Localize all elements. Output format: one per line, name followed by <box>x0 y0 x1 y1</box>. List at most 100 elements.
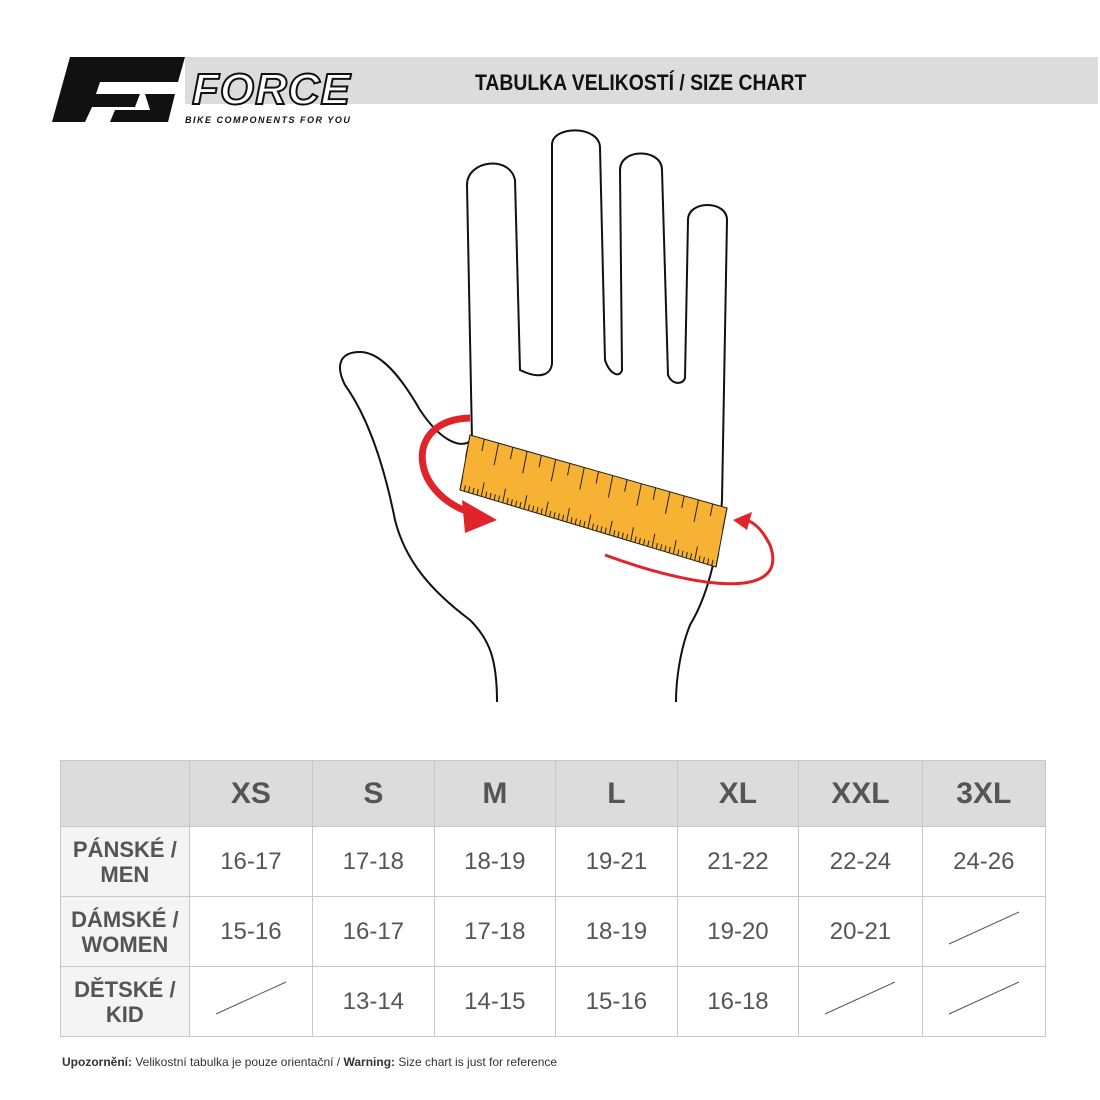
tape-tick <box>698 555 701 562</box>
size-value: 18-19 <box>555 896 678 967</box>
slash-mark <box>215 981 287 1015</box>
tape-tick <box>570 517 573 524</box>
row-label: DĚTSKÉ / KID <box>60 966 190 1037</box>
size-value: 20-21 <box>798 896 923 967</box>
table-row: DÁMSKÉ / WOMEN 15-16 16-17 17-18 18-19 19-20 20… <box>60 896 1047 967</box>
tape-tick <box>557 513 560 520</box>
tape-tick <box>561 514 565 521</box>
arrow-right-icon <box>604 516 775 586</box>
size-value: 13-14 <box>312 966 435 1037</box>
size-value: 19-20 <box>676 896 800 967</box>
tape-tick <box>510 499 513 506</box>
tape-tick <box>522 451 528 474</box>
tape-tick <box>694 546 698 561</box>
page-title: TABULKA VELIKOSTÍ / SIZE CHART <box>475 70 807 95</box>
row-label: DÁMSKÉ / WOMEN <box>60 896 190 967</box>
row-label: PÁNSKÉ / MEN <box>60 826 190 897</box>
force-logo-icon <box>52 57 185 122</box>
tape-tick <box>702 557 705 564</box>
tape-tick <box>532 505 535 512</box>
tape-tick <box>693 499 699 522</box>
tape-tick <box>567 463 571 476</box>
tape-tick <box>706 558 710 565</box>
table-row: PÁNSKÉ / MEN 16-17 17-18 18-19 19-21 21-22 22-2… <box>60 826 1047 897</box>
tape-tick <box>502 488 506 503</box>
size-value: 19-21 <box>555 826 678 897</box>
size-table: XS S M L XL XXL 3XL PÁNSKÉ / MEN 16-17 17-1… <box>60 760 1047 1037</box>
tape-tick <box>480 482 485 497</box>
tape-tick <box>591 523 594 530</box>
tape-tick <box>709 503 714 517</box>
tape-tick <box>689 553 693 560</box>
tape-tick <box>625 533 629 541</box>
tape-tick <box>617 531 620 538</box>
tape-tick <box>506 498 509 505</box>
not-available-cell <box>921 896 1047 967</box>
tape-tick <box>596 524 599 532</box>
tape-tick <box>638 537 641 544</box>
size-value: 15-16 <box>188 896 314 967</box>
size-value: 17-18 <box>312 826 435 897</box>
measuring-tape <box>459 434 728 568</box>
tape-tick <box>472 487 475 494</box>
size-header: M <box>433 760 557 827</box>
tape-tick <box>514 500 518 507</box>
brand-name: FORCE <box>191 65 351 114</box>
size-value: 16-17 <box>312 896 435 967</box>
tape-tick <box>634 536 637 543</box>
size-header: XXL <box>798 760 923 827</box>
tape-tick <box>579 467 585 490</box>
brand-tagline: BIKE COMPONENTS FOR YOU <box>185 115 352 125</box>
size-value: 16-18 <box>676 966 800 1037</box>
tape-tick <box>652 487 657 500</box>
hand-outline <box>339 129 729 703</box>
slash-mark <box>825 981 896 1015</box>
tape-tick <box>613 530 616 537</box>
tape-tick <box>578 519 582 527</box>
tape-tick <box>497 495 501 502</box>
warning-note: Upozornění: Velikostní tabulka je pouze … <box>62 1055 558 1069</box>
tape-tick <box>642 539 646 546</box>
slash-mark <box>948 911 1020 945</box>
tape-tick <box>587 514 592 529</box>
tape-tick <box>583 521 586 528</box>
size-header: S <box>312 760 435 827</box>
tape-tick <box>544 501 549 516</box>
tape-tick <box>608 520 613 536</box>
tape-tick <box>607 475 614 498</box>
size-header: L <box>555 760 678 827</box>
tape-tick <box>624 479 628 492</box>
size-value: 15-16 <box>555 966 678 1037</box>
tape-tick <box>468 486 471 493</box>
tape-tick <box>711 559 714 566</box>
tape-tick <box>553 512 556 519</box>
tape-tick <box>476 489 479 496</box>
size-value: 16-17 <box>188 826 314 897</box>
not-available-cell <box>188 966 314 1037</box>
tape-tick <box>493 443 500 466</box>
tape-tick <box>722 507 728 531</box>
tape-tick <box>509 447 514 460</box>
tape-tick <box>538 455 542 468</box>
tape-tick <box>681 550 684 557</box>
size-header: XS <box>188 760 314 827</box>
tape-tick <box>647 540 650 547</box>
tape-tick <box>485 491 488 498</box>
tape-tick <box>519 501 522 509</box>
size-value: 14-15 <box>433 966 557 1037</box>
tape-tick <box>493 494 496 501</box>
not-available-cell <box>798 966 923 1037</box>
tape-tick <box>660 544 663 551</box>
tape-tick <box>465 434 471 458</box>
tape-tick <box>651 533 656 548</box>
table-row: DĚTSKÉ / KID 13-14 14-15 15-16 16-18 <box>60 966 1047 1037</box>
tape-tick <box>655 542 658 550</box>
tape-tick <box>685 551 688 559</box>
header-row: XS S M L XL XXL 3XL <box>60 760 1047 827</box>
tape-tick <box>536 507 539 514</box>
tape-tick <box>550 459 557 482</box>
size-value: 22-24 <box>798 826 923 897</box>
tape-tick <box>527 504 530 511</box>
tape-tick <box>604 527 607 534</box>
tape-tick <box>459 475 464 491</box>
